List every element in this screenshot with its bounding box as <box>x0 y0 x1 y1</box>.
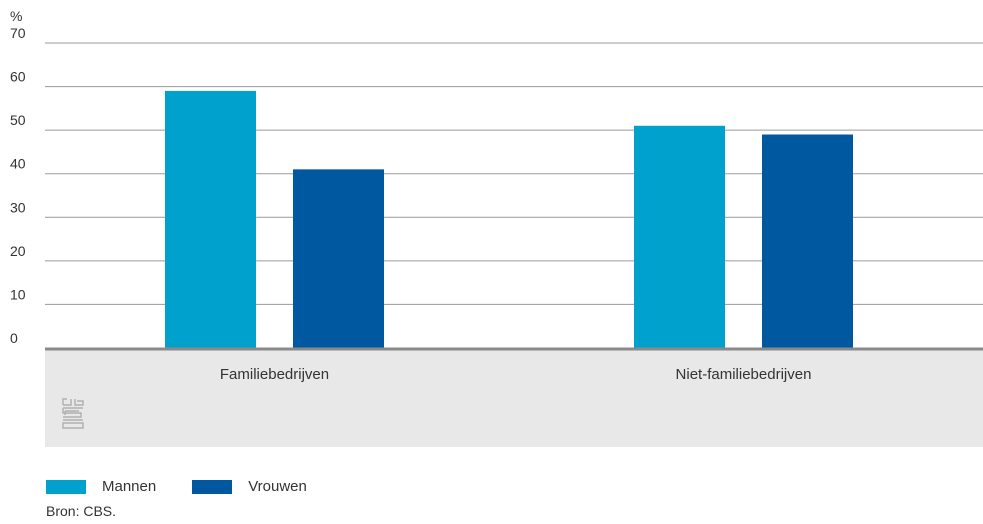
bar-chart: 0 10 20 30 40 50 60 70 % Familiebedrijven Niet-f… <box>10 8 983 447</box>
source-note: Bron: CBS. <box>46 503 117 519</box>
y-axis-unit: % <box>10 8 22 24</box>
legend-label-vrouwen: Vrouwen <box>248 478 307 495</box>
category-label: Familiebedrijven <box>220 366 329 383</box>
y-axis-ticks: 0 10 20 30 40 50 60 70 <box>10 25 26 346</box>
y-tick-label: 50 <box>10 112 26 128</box>
y-tick-label: 40 <box>10 156 26 172</box>
legend-swatch-mannen <box>46 479 86 494</box>
y-tick-label: 30 <box>10 199 26 215</box>
category-labels: Familiebedrijven Niet-familiebedrijven <box>220 366 812 383</box>
y-tick-label: 10 <box>10 286 26 302</box>
bar-mannen-1 <box>165 90 256 348</box>
bar-vrouwen-2 <box>762 134 853 348</box>
y-tick-label: 0 <box>10 330 18 346</box>
category-band <box>45 350 983 447</box>
bars <box>165 90 853 349</box>
legend: Mannen Vrouwen <box>46 478 343 495</box>
y-tick-label: 60 <box>10 69 26 85</box>
bar-mannen-2 <box>634 125 725 349</box>
y-tick-label: 70 <box>10 25 26 41</box>
legend-item-vrouwen: Vrouwen <box>192 478 307 495</box>
legend-item-mannen: Mannen <box>46 478 156 495</box>
cbs-logo-icon <box>62 398 84 429</box>
category-label: Niet-familiebedrijven <box>676 366 812 383</box>
y-tick-label: 20 <box>10 243 26 259</box>
bar-vrouwen-1 <box>293 169 384 348</box>
legend-swatch-vrouwen <box>192 479 233 494</box>
legend-label-mannen: Mannen <box>102 478 157 495</box>
